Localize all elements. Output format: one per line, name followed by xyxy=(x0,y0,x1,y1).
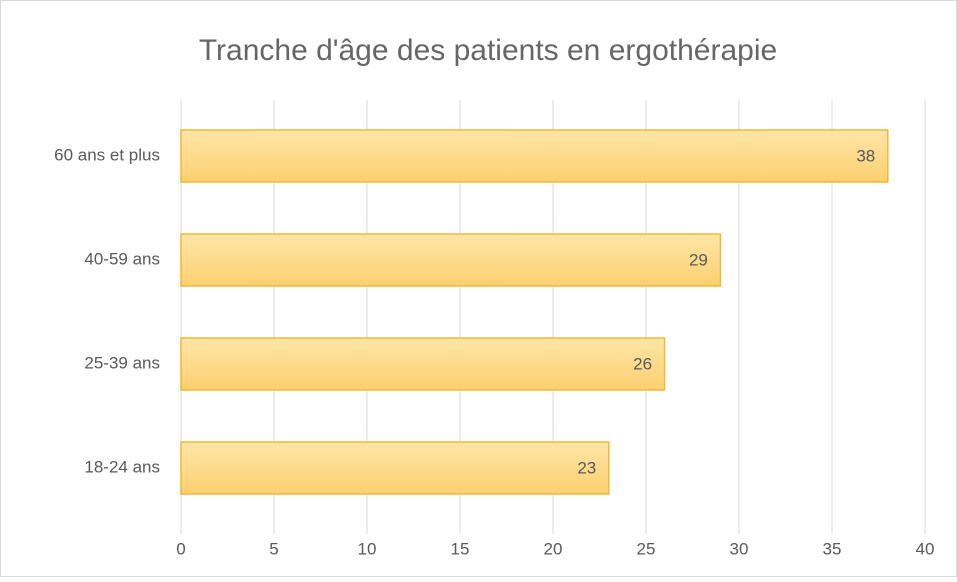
data-label: 29 xyxy=(689,250,708,269)
x-tick-label: 20 xyxy=(544,539,563,558)
bar xyxy=(180,337,666,391)
chart-title: Tranche d'âge des patients en ergothérap… xyxy=(199,34,777,67)
x-tick-label: 5 xyxy=(269,539,278,558)
x-tick-label: 0 xyxy=(176,539,185,558)
bar xyxy=(180,441,610,495)
bar xyxy=(180,129,889,183)
bar xyxy=(180,233,722,287)
y-tick-label: 40-59 ans xyxy=(84,249,160,268)
x-tick-label: 35 xyxy=(823,539,842,558)
x-tick-label: 25 xyxy=(637,539,656,558)
x-tick-label: 10 xyxy=(358,539,377,558)
y-tick-label: 60 ans et plus xyxy=(54,145,160,164)
data-label: 23 xyxy=(577,458,596,477)
x-tick-label: 15 xyxy=(451,539,470,558)
x-tick-label: 40 xyxy=(916,539,935,558)
y-tick-label: 25-39 ans xyxy=(84,353,160,372)
data-label: 26 xyxy=(633,354,652,373)
x-tick-label: 30 xyxy=(730,539,749,558)
bars: 38 29 26 23 xyxy=(180,129,889,495)
y-tick-label: 18-24 ans xyxy=(84,457,160,476)
data-label: 38 xyxy=(856,146,875,165)
